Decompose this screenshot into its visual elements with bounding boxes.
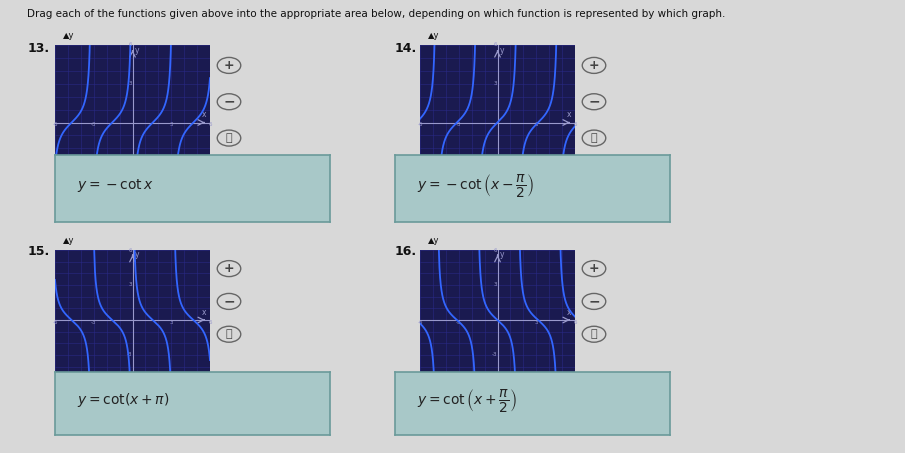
Text: -6: -6 bbox=[492, 387, 498, 392]
Text: ⧉: ⧉ bbox=[225, 133, 233, 143]
Text: x: x bbox=[567, 111, 571, 119]
Text: 3: 3 bbox=[494, 81, 498, 86]
Text: -6: -6 bbox=[417, 122, 423, 127]
Text: y: y bbox=[500, 46, 504, 55]
Text: -3: -3 bbox=[127, 352, 132, 357]
Text: −: − bbox=[224, 294, 234, 308]
Text: +: + bbox=[588, 58, 599, 72]
Text: 3: 3 bbox=[169, 122, 173, 127]
Text: -6: -6 bbox=[52, 320, 58, 325]
Text: 6: 6 bbox=[494, 43, 498, 48]
Text: −: − bbox=[588, 94, 600, 108]
Text: 6: 6 bbox=[129, 247, 132, 252]
Text: ▲y: ▲y bbox=[427, 236, 439, 246]
Text: $y = \cot\left(x+\dfrac{\pi}{2}\right)$: $y = \cot\left(x+\dfrac{\pi}{2}\right)$ bbox=[417, 387, 517, 414]
Text: −: − bbox=[224, 94, 234, 108]
Text: 16.: 16. bbox=[395, 245, 417, 258]
Text: y: y bbox=[135, 46, 139, 55]
Text: -6: -6 bbox=[417, 320, 423, 325]
Text: 13.: 13. bbox=[28, 42, 50, 55]
Text: ▲y: ▲y bbox=[427, 31, 439, 40]
Text: 6: 6 bbox=[573, 122, 576, 127]
Text: 6: 6 bbox=[573, 320, 576, 325]
Text: 15.: 15. bbox=[28, 245, 51, 258]
Text: -6: -6 bbox=[127, 387, 132, 392]
Text: 3: 3 bbox=[169, 320, 173, 325]
Text: $y = -\cot x$: $y = -\cot x$ bbox=[77, 177, 154, 193]
Text: -3: -3 bbox=[91, 320, 97, 325]
Text: 3: 3 bbox=[535, 122, 538, 127]
Text: y: y bbox=[500, 250, 504, 259]
Text: −: − bbox=[588, 294, 600, 308]
Text: -3: -3 bbox=[492, 159, 498, 164]
Text: ▲y: ▲y bbox=[62, 31, 74, 40]
Text: $y = \cot(x+\pi)$: $y = \cot(x+\pi)$ bbox=[77, 391, 169, 410]
Text: ⧉: ⧉ bbox=[225, 329, 233, 339]
Text: -3: -3 bbox=[456, 122, 462, 127]
Text: 3: 3 bbox=[129, 283, 132, 288]
Text: $y = -\cot\left(x-\dfrac{\pi}{2}\right)$: $y = -\cot\left(x-\dfrac{\pi}{2}\right)$ bbox=[417, 172, 534, 199]
Text: x: x bbox=[202, 308, 206, 318]
Text: 3: 3 bbox=[129, 81, 132, 86]
Text: ▲y: ▲y bbox=[62, 236, 74, 246]
Text: -3: -3 bbox=[492, 352, 498, 357]
Text: -3: -3 bbox=[127, 159, 132, 164]
Text: Drag each of the functions given above into the appropriate area below, dependin: Drag each of the functions given above i… bbox=[27, 9, 726, 19]
Text: x: x bbox=[567, 308, 571, 318]
Text: 6: 6 bbox=[208, 122, 212, 127]
Text: -6: -6 bbox=[127, 198, 132, 202]
Text: ⧉: ⧉ bbox=[591, 329, 597, 339]
Text: +: + bbox=[224, 262, 234, 275]
Text: -6: -6 bbox=[492, 198, 498, 202]
Text: 6: 6 bbox=[208, 320, 212, 325]
Text: x: x bbox=[202, 111, 206, 119]
Text: +: + bbox=[588, 262, 599, 275]
Text: 14.: 14. bbox=[395, 42, 417, 55]
Text: 3: 3 bbox=[494, 283, 498, 288]
Text: -3: -3 bbox=[456, 320, 462, 325]
Text: 6: 6 bbox=[129, 43, 132, 48]
Text: y: y bbox=[135, 250, 139, 259]
Text: -3: -3 bbox=[91, 122, 97, 127]
Text: 3: 3 bbox=[535, 320, 538, 325]
Text: ⧉: ⧉ bbox=[591, 133, 597, 143]
Text: -6: -6 bbox=[52, 122, 58, 127]
Text: +: + bbox=[224, 58, 234, 72]
Text: 6: 6 bbox=[494, 247, 498, 252]
